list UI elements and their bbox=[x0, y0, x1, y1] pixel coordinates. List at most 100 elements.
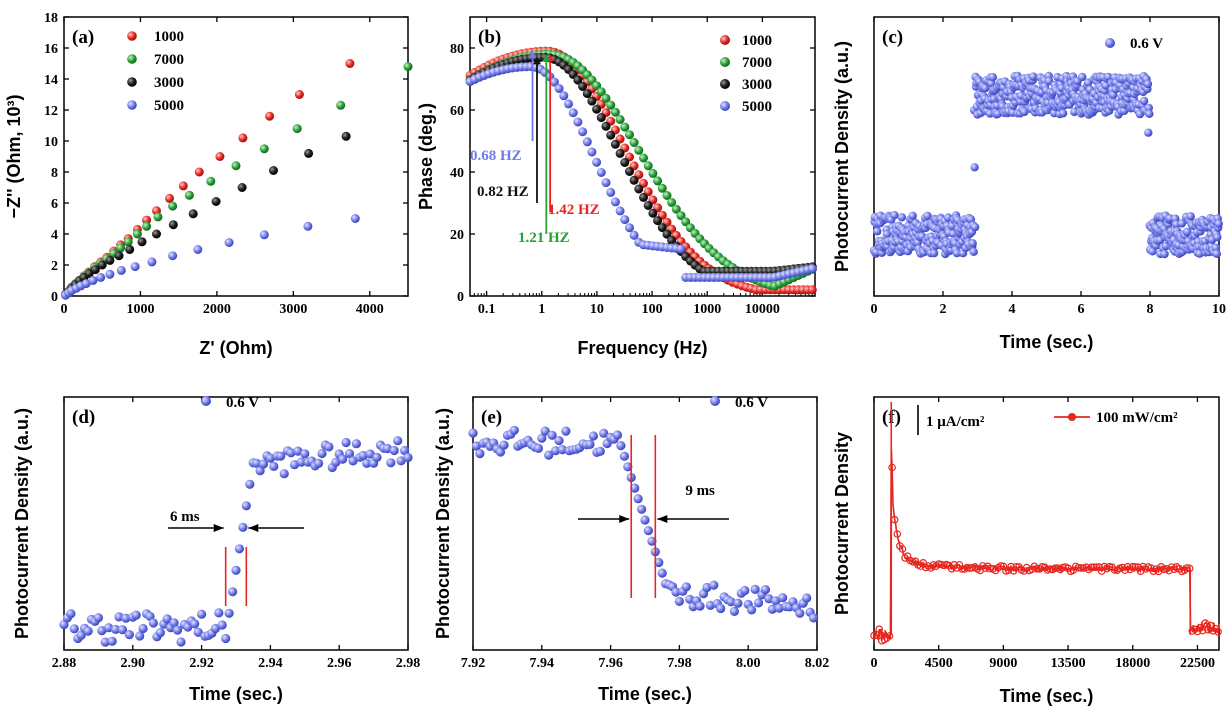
photocurrent-trace bbox=[873, 449, 1220, 641]
data-point bbox=[625, 223, 634, 233]
data-point bbox=[554, 436, 564, 446]
y-tick-label: 6 bbox=[51, 197, 58, 212]
data-point bbox=[1092, 563, 1101, 572]
panel-label: (e) bbox=[481, 407, 502, 428]
data-point bbox=[606, 130, 616, 140]
x-tick-label: 10000 bbox=[745, 302, 780, 317]
data-point bbox=[403, 452, 413, 463]
legend-label: 1000 bbox=[154, 29, 184, 45]
panel-label: (b) bbox=[478, 27, 501, 48]
data-point bbox=[630, 483, 640, 493]
data-point bbox=[468, 428, 478, 438]
data-point bbox=[135, 631, 145, 641]
data-point bbox=[634, 184, 644, 194]
x-axis-label: Time (sec.) bbox=[189, 684, 283, 704]
data-point bbox=[104, 623, 114, 633]
x-tick-label: 9000 bbox=[989, 656, 1017, 671]
x-tick-label: 0 bbox=[871, 302, 878, 317]
data-point bbox=[629, 175, 639, 185]
plot-frame bbox=[873, 16, 1220, 297]
y-tick-label: 18 bbox=[44, 11, 58, 26]
data-point bbox=[1170, 565, 1179, 574]
data-point bbox=[582, 89, 592, 99]
data-point bbox=[623, 462, 633, 472]
data-point bbox=[100, 637, 110, 647]
data-point bbox=[224, 608, 234, 618]
interval-arrow-head bbox=[657, 515, 668, 523]
data-point bbox=[750, 584, 760, 595]
data-point bbox=[259, 144, 269, 154]
data-point bbox=[121, 613, 131, 623]
x-tick-label: 1000 bbox=[126, 302, 154, 317]
data-point bbox=[211, 197, 221, 206]
data-point bbox=[720, 57, 730, 67]
data-point bbox=[639, 192, 648, 202]
y-axis-label: Photocurrent Density (a.u.) bbox=[433, 408, 453, 639]
data-point bbox=[568, 108, 578, 118]
data-point bbox=[544, 450, 554, 460]
data-point bbox=[1214, 627, 1222, 636]
data-point bbox=[970, 222, 980, 232]
data-point bbox=[1213, 233, 1222, 242]
data-point bbox=[386, 458, 396, 468]
data-point bbox=[265, 453, 275, 463]
data-point bbox=[908, 211, 917, 220]
data-point bbox=[153, 212, 163, 222]
x-tick-label: 100 bbox=[642, 302, 663, 317]
data-point bbox=[123, 237, 133, 247]
y-axis-label: Photocurrent Density (a.u.) bbox=[12, 408, 32, 639]
data-point bbox=[654, 557, 664, 568]
data-point bbox=[1110, 566, 1119, 574]
data-point bbox=[1131, 563, 1140, 571]
plot-frame bbox=[472, 396, 818, 651]
data-point bbox=[184, 190, 194, 200]
plot-frame bbox=[63, 16, 409, 297]
data-point bbox=[629, 138, 639, 147]
data-point bbox=[116, 243, 126, 253]
data-point bbox=[657, 223, 667, 233]
data-point bbox=[702, 582, 712, 593]
data-point bbox=[138, 623, 148, 634]
x-tick-label: 2.88 bbox=[52, 656, 77, 671]
data-point bbox=[619, 451, 630, 461]
data-point bbox=[269, 166, 278, 175]
data-point bbox=[168, 251, 178, 261]
data-point bbox=[127, 31, 137, 41]
interval-label: 9 ms bbox=[685, 483, 715, 499]
data-point bbox=[148, 618, 158, 628]
data-point bbox=[648, 208, 658, 218]
data-point bbox=[1104, 72, 1113, 82]
data-point bbox=[221, 633, 231, 644]
x-tick-label: 18000 bbox=[1115, 656, 1150, 671]
data-point bbox=[499, 440, 509, 450]
data-point bbox=[252, 458, 262, 468]
interval-arrow-head bbox=[213, 524, 224, 532]
data-point bbox=[898, 545, 907, 553]
data-point bbox=[873, 227, 882, 236]
data-point bbox=[540, 426, 550, 436]
data-point bbox=[1177, 219, 1187, 228]
peak-label: 1.21 HZ bbox=[518, 230, 570, 246]
data-point bbox=[720, 79, 730, 89]
data-point bbox=[620, 215, 630, 225]
data-point bbox=[231, 565, 241, 575]
data-point bbox=[362, 458, 372, 468]
data-point bbox=[152, 229, 161, 239]
data-point bbox=[934, 560, 943, 568]
peak-arrow-head bbox=[542, 54, 551, 62]
data-point bbox=[1074, 563, 1083, 572]
data-point bbox=[197, 609, 207, 619]
data-point bbox=[1105, 38, 1115, 48]
y-tick-label: 12 bbox=[44, 104, 58, 119]
data-point bbox=[131, 610, 141, 620]
data-point bbox=[662, 229, 672, 239]
data-point bbox=[809, 613, 819, 623]
x-tick-label: 8 bbox=[1147, 302, 1154, 317]
data-point bbox=[372, 452, 382, 462]
data-point bbox=[215, 152, 225, 161]
data-point bbox=[875, 625, 884, 634]
data-point bbox=[620, 122, 630, 132]
x-tick-label: 4000 bbox=[356, 302, 384, 317]
data-point bbox=[625, 130, 634, 140]
data-point bbox=[1070, 107, 1079, 117]
